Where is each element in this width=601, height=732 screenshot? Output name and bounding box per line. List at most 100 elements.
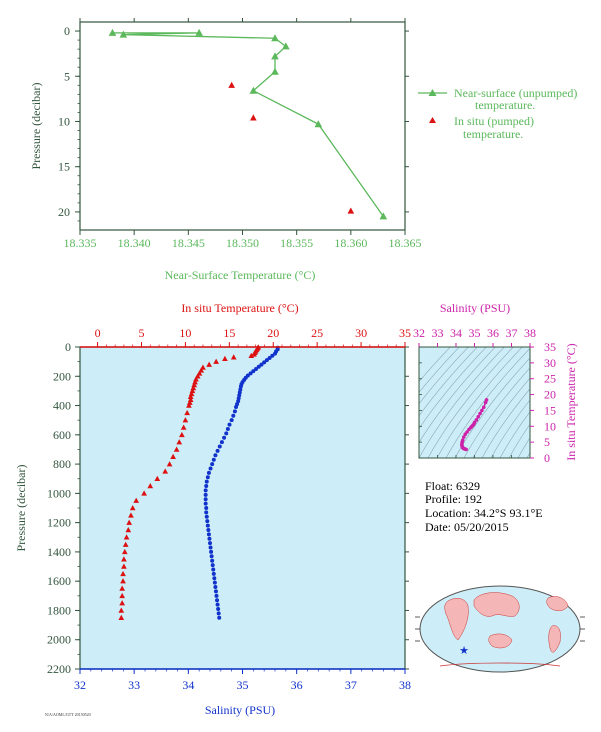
salinity-point bbox=[203, 492, 208, 497]
salinity-point bbox=[203, 501, 208, 506]
salinity-point bbox=[267, 355, 272, 360]
ts-y-tick-label: 35 bbox=[544, 340, 556, 354]
profile-top-x-tick-label: 35 bbox=[399, 326, 411, 340]
ts-x-tick-label: 35 bbox=[469, 326, 481, 340]
ts-density-contour bbox=[436, 347, 523, 458]
salinity-point bbox=[214, 593, 219, 598]
near-surface-y-tick-label: 0 bbox=[64, 24, 70, 38]
salinity-point bbox=[208, 466, 213, 471]
profile-ticks: 0200400600800100012001400160018002000220… bbox=[47, 326, 411, 692]
ts-plot-background bbox=[419, 347, 530, 458]
temperature-point bbox=[119, 592, 126, 599]
unpumped-temperature-line bbox=[112, 32, 384, 217]
temperature-point bbox=[120, 578, 126, 584]
temperature-point bbox=[122, 541, 129, 547]
salinity-point bbox=[207, 536, 212, 541]
salinity-point bbox=[262, 360, 267, 365]
salinity-point bbox=[203, 488, 208, 493]
profile-y-tick-label: 800 bbox=[53, 457, 71, 471]
ts-x-tick-label: 36 bbox=[487, 326, 499, 340]
map-landmass-north-america bbox=[546, 596, 569, 611]
salinity-point bbox=[204, 514, 209, 519]
temperature-point bbox=[187, 393, 194, 400]
map-landmass-australia bbox=[488, 633, 513, 649]
legend-marker-pumped bbox=[429, 117, 436, 123]
temperature-point bbox=[121, 548, 128, 555]
profile-top-x-tick-label: 15 bbox=[223, 326, 235, 340]
ts-density-contour bbox=[419, 347, 460, 393]
ts-point bbox=[480, 408, 484, 413]
ts-point bbox=[481, 405, 486, 410]
unpumped-temperature-point bbox=[249, 86, 258, 94]
temperature-point bbox=[182, 417, 189, 423]
salinity-point bbox=[213, 585, 218, 590]
profile-top-x-tick-label: 20 bbox=[267, 326, 279, 340]
map-landmass-asia bbox=[473, 592, 520, 617]
temperature-point bbox=[222, 355, 228, 361]
pumped-temperature-point bbox=[347, 207, 355, 214]
ts-x-tick-label: 34 bbox=[450, 326, 462, 340]
salinity-point bbox=[215, 448, 220, 453]
temperature-point bbox=[166, 461, 173, 467]
near-surface-x-label: Near-Surface Temperature (°C) bbox=[165, 268, 316, 282]
ts-y-tick-label: 15 bbox=[544, 403, 556, 417]
salinity-point bbox=[248, 371, 253, 376]
salinity-point bbox=[231, 413, 236, 418]
profile-bottom-x-tick-label: 38 bbox=[399, 678, 411, 692]
salinity-point bbox=[212, 580, 217, 585]
profile-y-tick-label: 1800 bbox=[47, 603, 71, 617]
ts-point bbox=[474, 418, 479, 422]
unpumped-temperature-point bbox=[119, 30, 128, 38]
temperature-point bbox=[125, 526, 132, 533]
ts-y-tick-label: 25 bbox=[544, 372, 556, 386]
temperature-point bbox=[147, 483, 154, 489]
temperature-point bbox=[213, 358, 219, 364]
profile-bottom-x-label: Salinity (PSU) bbox=[205, 703, 275, 717]
profile-series bbox=[118, 344, 280, 621]
ts-point bbox=[467, 427, 471, 432]
profile-y-tick-label: 2000 bbox=[47, 633, 71, 647]
temperature-point bbox=[230, 354, 237, 360]
salinity-point bbox=[215, 598, 220, 603]
salinity-point bbox=[215, 602, 220, 607]
temperature-point bbox=[162, 468, 169, 474]
salinity-point bbox=[227, 422, 232, 427]
temperature-point bbox=[121, 563, 127, 569]
temperature-point bbox=[118, 614, 125, 621]
ts-point bbox=[461, 435, 466, 439]
profile-y-tick-label: 600 bbox=[53, 428, 71, 442]
float-info: Float: 6329 Profile: 192 Location: 34.2°… bbox=[425, 479, 543, 534]
ts-x-tick-label: 38 bbox=[524, 326, 536, 340]
profile-bottom-x-tick-label: 37 bbox=[345, 678, 357, 692]
salinity-point bbox=[217, 444, 222, 449]
profile-bottom-x-tick-label: 32 bbox=[74, 678, 86, 692]
temperature-point bbox=[184, 409, 191, 416]
date: Date: 05/20/2015 bbox=[425, 520, 509, 534]
salinity-point bbox=[213, 589, 218, 594]
temperature-point bbox=[179, 431, 185, 438]
salinity-point bbox=[224, 431, 229, 436]
ts-x-tick-label: 37 bbox=[506, 326, 518, 340]
salinity-point bbox=[211, 571, 216, 576]
salinity-point bbox=[234, 405, 238, 410]
temperature-point bbox=[186, 402, 192, 408]
ts-density-contour bbox=[517, 437, 530, 458]
profile-y-label: Pressure (decibar) bbox=[14, 465, 28, 552]
map-landmass-south-america bbox=[548, 625, 561, 653]
pumped-temperature-point bbox=[250, 114, 257, 121]
profile-y-tick-label: 1600 bbox=[47, 574, 71, 588]
profile-chart: 0200400600800100012001400160018002000220… bbox=[14, 301, 411, 717]
temperature-point bbox=[154, 475, 161, 481]
profile-top-x-tick-label: 25 bbox=[311, 326, 323, 340]
map-frame-ticks bbox=[415, 616, 585, 642]
salinity-point bbox=[206, 470, 211, 475]
ts-y-tick-label: 30 bbox=[544, 356, 556, 370]
ts-density-contour bbox=[419, 347, 487, 430]
salinity-point bbox=[213, 453, 218, 458]
salinity-point bbox=[225, 426, 230, 431]
salinity-point bbox=[211, 457, 216, 462]
temperature-point bbox=[133, 497, 140, 503]
profile-y-tick-label: 2200 bbox=[47, 662, 71, 676]
near-surface-ticks: 18.335 18.340 18.345 18.350 18.355 18.360 18.3… bbox=[58, 18, 422, 250]
